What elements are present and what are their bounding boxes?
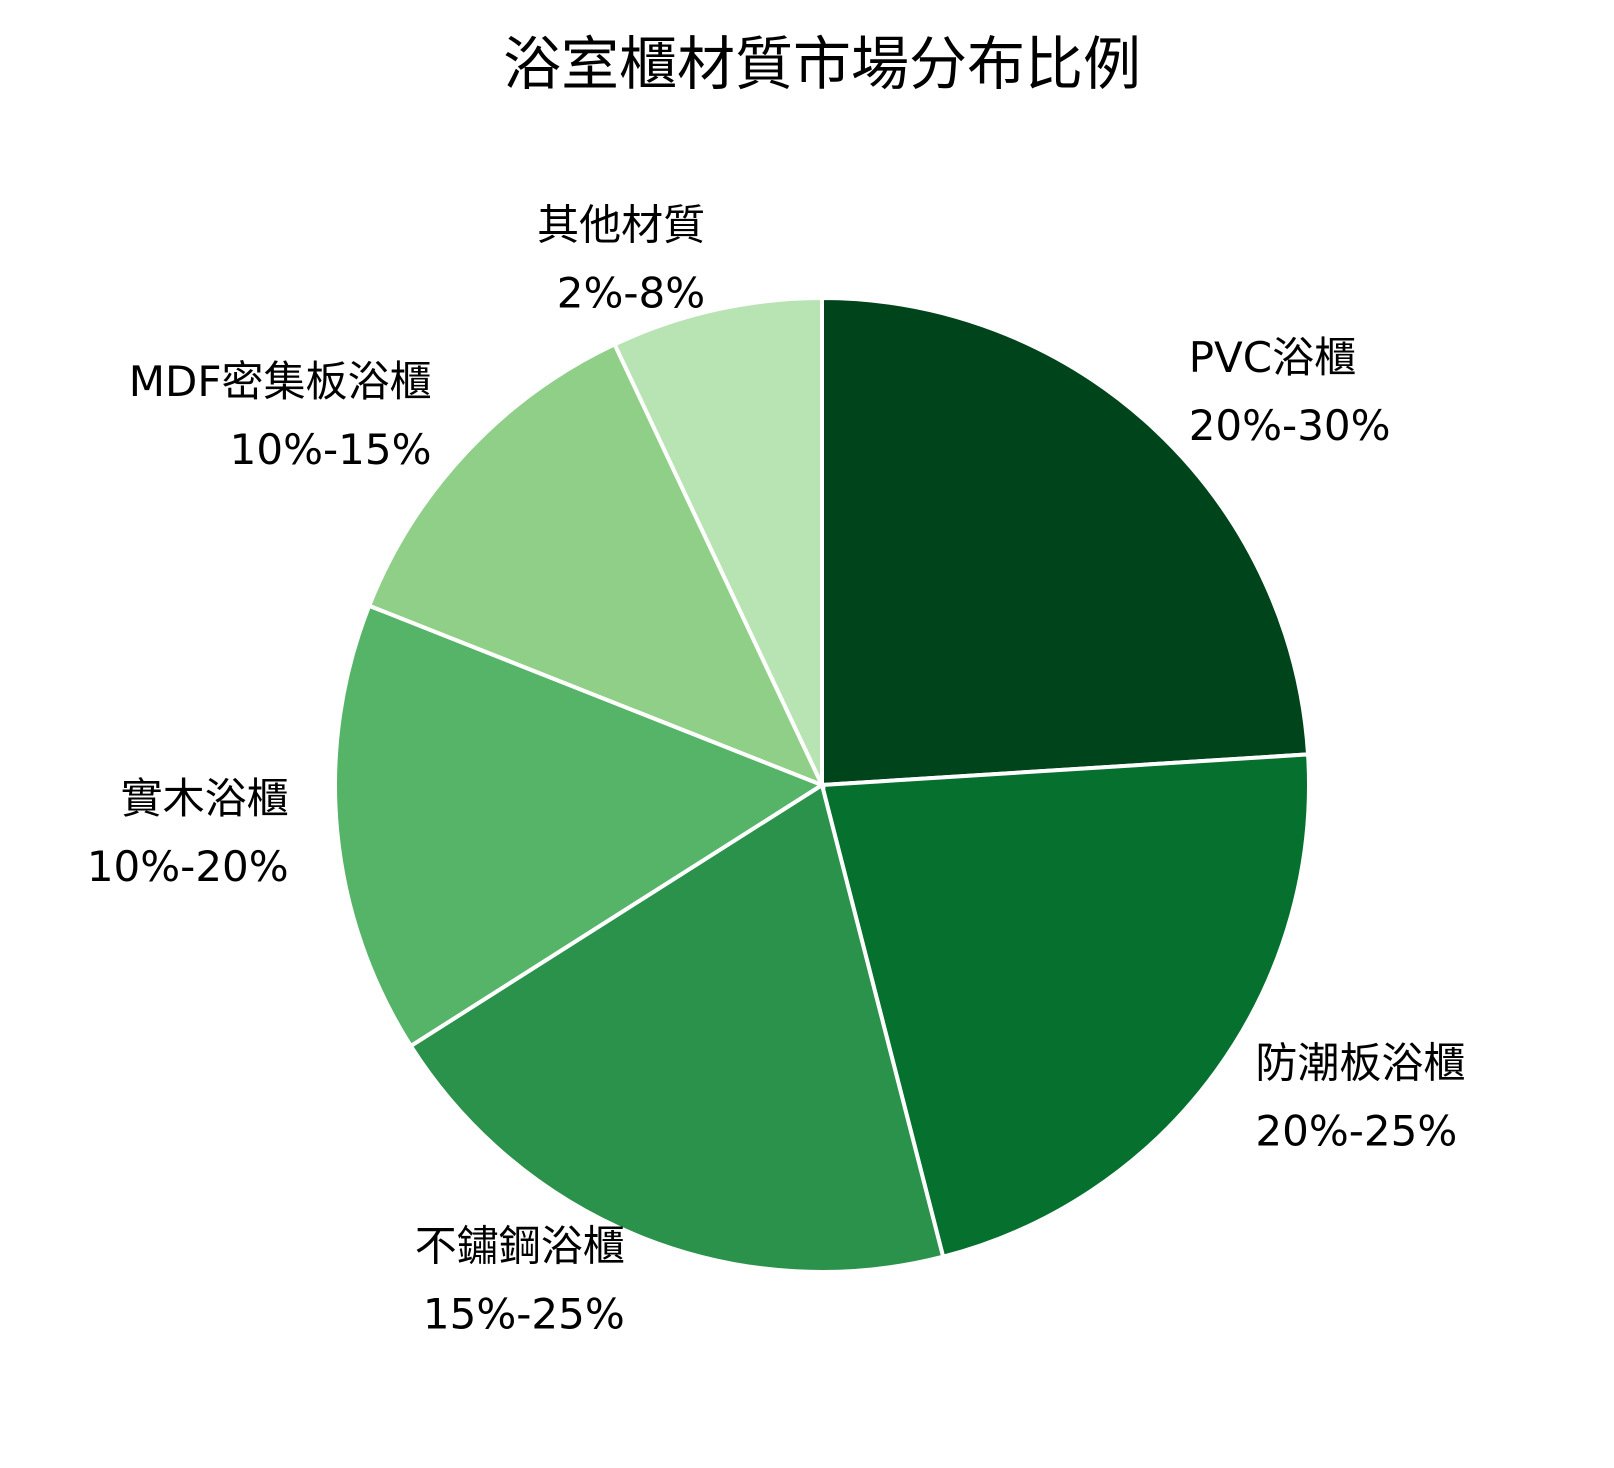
- slice-label: 實木浴櫃: [121, 774, 289, 823]
- pie-slice: [332, 603, 827, 1049]
- slice-range-label: 20%-25%: [1255, 1106, 1457, 1155]
- slice-label: 其他材質: [537, 201, 705, 250]
- slice-range-label: 10%-15%: [230, 425, 432, 474]
- slice-label: MDF密集板浴櫃: [129, 357, 432, 406]
- slice-label: 防潮板浴櫃: [1255, 1038, 1465, 1087]
- slice-range-label: 10%-20%: [87, 842, 289, 891]
- pie-slice: [819, 752, 1311, 1260]
- chart-title: 浴室櫃材質市場分布比例: [503, 30, 1141, 98]
- slice-label: 不鏽鋼浴櫃: [415, 1222, 625, 1271]
- pie-slice: [611, 295, 824, 786]
- slice-range-label: 20%-30%: [1189, 401, 1391, 450]
- slice-range-label: 2%-8%: [557, 269, 705, 318]
- pie-slice: [366, 341, 826, 789]
- slice-label: PVC浴櫃: [1189, 333, 1356, 382]
- pie-slice: [820, 295, 1311, 788]
- slice-range-label: 15%-25%: [423, 1290, 625, 1339]
- pie-slice: [408, 781, 946, 1274]
